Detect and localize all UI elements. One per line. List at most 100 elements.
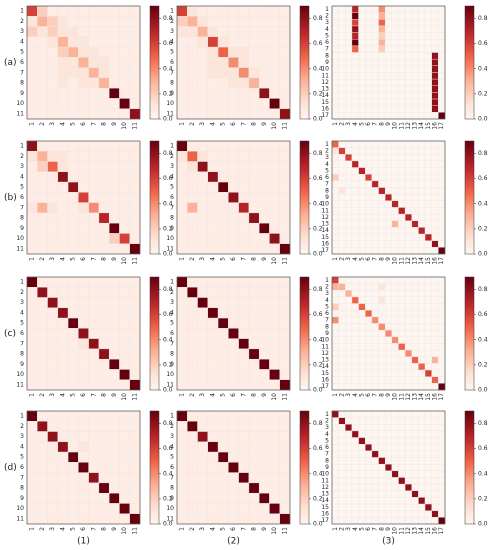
heat-cell — [119, 171, 130, 183]
heat-cell — [431, 349, 439, 357]
heat-cell — [338, 154, 346, 162]
y-tick-label: 1 — [325, 411, 329, 418]
heat-cell — [78, 5, 89, 17]
heat-cell — [404, 213, 412, 221]
heat-cell — [345, 290, 353, 298]
heat-cell — [411, 19, 419, 27]
heat-cell — [338, 105, 346, 113]
colorbar-tick-label: 0.6 — [313, 175, 323, 182]
heat-cell — [119, 297, 130, 309]
y-tick-label: 7 — [325, 46, 329, 53]
heat-cell — [358, 310, 366, 318]
heat-cell — [119, 513, 130, 525]
heat-cell — [228, 192, 239, 203]
heat-cell — [197, 36, 209, 48]
heat-cell — [411, 92, 419, 100]
heat-cell — [358, 85, 366, 93]
colorbar-tick-label: 0.8 — [163, 15, 173, 22]
heat-cell — [98, 297, 110, 309]
heat-cell — [331, 180, 339, 188]
heat-cell — [176, 46, 188, 58]
heat-cell — [238, 181, 250, 193]
x-tick-label: 2 — [39, 527, 46, 531]
heat-cell — [248, 181, 260, 193]
y-tick-label: 5 — [170, 184, 174, 191]
heat-cell — [176, 171, 188, 183]
heat-cell — [119, 328, 130, 339]
y-tick-label: 6 — [325, 174, 329, 181]
heat-cell — [258, 297, 270, 309]
heat-cell — [67, 297, 79, 309]
heat-cell — [331, 437, 339, 445]
heat-cell — [431, 19, 439, 27]
heat-cell — [358, 369, 366, 377]
heat-cell — [207, 328, 219, 339]
heat-cell — [331, 147, 339, 155]
x-tick-label: 3 — [345, 257, 352, 261]
heat-cell — [378, 180, 386, 188]
heat-cell — [331, 85, 339, 93]
heat-cell — [378, 98, 386, 106]
y-tick-label: 17 — [321, 112, 329, 119]
heat-cell — [176, 140, 188, 152]
heat-cell — [26, 181, 38, 193]
heat-cell — [108, 307, 120, 319]
heat-cell — [411, 45, 419, 53]
heat-cell — [345, 160, 353, 168]
y-tick-label: 8 — [20, 215, 24, 222]
heat-cell — [88, 338, 100, 350]
heat-cell — [398, 32, 406, 40]
heat-cell — [108, 57, 120, 68]
heat-cell — [411, 180, 419, 188]
heat-cell — [331, 369, 339, 377]
heat-cell — [411, 477, 419, 485]
heat-cell — [371, 483, 379, 491]
heat-cell — [345, 180, 353, 188]
heat-cell — [404, 92, 412, 100]
heat-cell — [258, 503, 270, 514]
heat-cell — [431, 424, 439, 432]
heat-cell — [418, 329, 426, 338]
x-tick-label: 6 — [230, 122, 237, 126]
heat-cell — [248, 492, 260, 504]
x-tick-label: 9 — [261, 527, 268, 531]
heat-cell — [384, 457, 393, 465]
heat-cell — [238, 67, 250, 79]
heat-cell — [391, 45, 399, 53]
heat-cell — [431, 233, 439, 241]
heat-cell — [269, 441, 280, 453]
heat-cell — [351, 112, 359, 120]
heat-cell — [391, 490, 399, 498]
heat-cell — [78, 358, 89, 370]
heat-cell — [371, 19, 379, 27]
heat-cell — [47, 328, 59, 339]
y-tick-label: 15 — [321, 504, 329, 511]
heat-cell — [431, 463, 439, 472]
heat-cell — [228, 328, 239, 339]
heat-cell — [269, 369, 280, 380]
x-tick-label: 7 — [372, 527, 379, 531]
y-tick-label: 8 — [325, 457, 329, 464]
heat-cell — [398, 424, 406, 432]
y-tick-label: 10 — [166, 235, 174, 242]
plot-frame — [26, 5, 141, 120]
heat-cell — [88, 462, 100, 473]
heat-cell — [88, 5, 100, 17]
heat-cell — [384, 52, 393, 60]
heat-cell — [438, 193, 446, 202]
heat-cell — [47, 212, 59, 224]
heat-cell — [88, 192, 100, 203]
heat-cell — [358, 410, 366, 418]
heat-cell — [424, 220, 432, 228]
x-tick-label: 5 — [70, 527, 77, 531]
heat-cell — [358, 490, 366, 498]
heat-cell — [431, 240, 439, 248]
heat-cell — [37, 192, 48, 203]
heat-cell — [384, 290, 393, 298]
y-tick-label: 3 — [325, 19, 329, 26]
heat-cell — [338, 316, 346, 324]
heat-cell — [248, 379, 260, 391]
heat-cell — [269, 513, 280, 525]
heat-cell — [378, 160, 386, 168]
heat-cell — [384, 207, 393, 215]
